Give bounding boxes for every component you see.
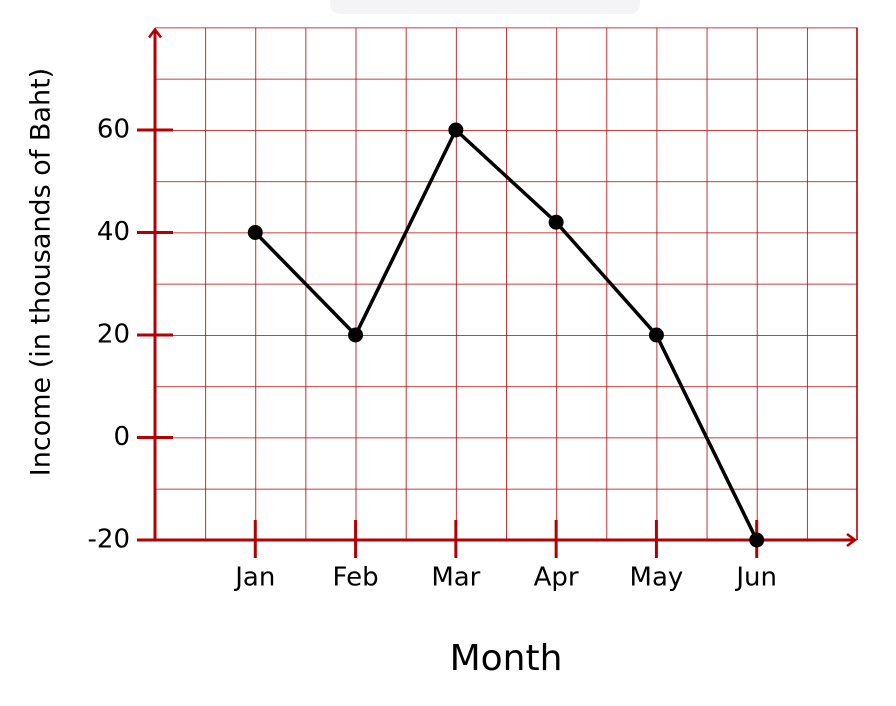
- data-point: [448, 122, 464, 138]
- data-point: [247, 225, 263, 240]
- x-tick-label: Feb: [333, 563, 379, 593]
- data-point: [749, 532, 765, 548]
- y-tick-label: 60: [97, 115, 130, 145]
- x-tick-label: May: [630, 563, 684, 593]
- y-tick-label: 40: [97, 217, 130, 247]
- x-tick-label: Jan: [233, 563, 275, 593]
- x-axis-title: Month: [450, 638, 563, 679]
- y-axis-title: Income (in thousands of Baht): [26, 68, 57, 476]
- x-tick-label: Jun: [734, 563, 777, 593]
- y-tick-label: 20: [97, 320, 130, 350]
- data-point: [548, 214, 564, 230]
- top-shadow: [330, 0, 640, 14]
- data-point: [348, 327, 364, 343]
- y-tick-label: -20: [88, 525, 130, 555]
- y-axis-arrow: [148, 27, 162, 39]
- x-axis-arrow: [846, 533, 858, 547]
- x-tick-label: Mar: [431, 563, 480, 593]
- data-line: [254, 128, 759, 541]
- y-tick-label: 0: [113, 422, 130, 452]
- x-tick-label: Apr: [534, 563, 579, 593]
- grid: [155, 27, 857, 540]
- data-point: [648, 327, 664, 343]
